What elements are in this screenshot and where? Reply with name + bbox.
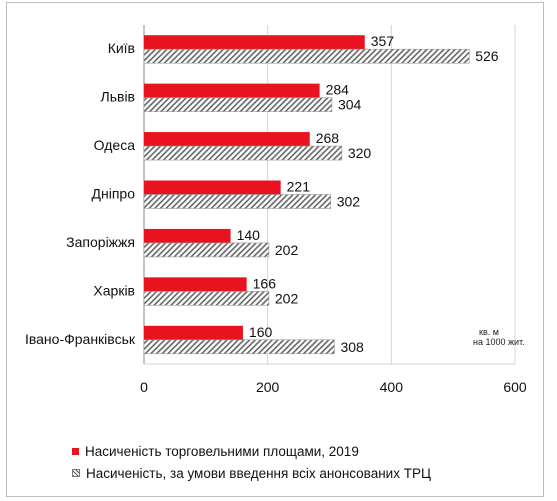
unit-line-1: кв. м xyxy=(479,327,499,337)
legend-label-series-1: Насиченість торговельними площами, 2019 xyxy=(85,443,359,459)
data-label-series-1-2: 268 xyxy=(316,130,340,146)
category-label-2: Одеса xyxy=(94,137,136,153)
chart-frame xyxy=(6,2,544,497)
data-label-series-1-6: 160 xyxy=(249,324,273,340)
legend-swatch-series-2 xyxy=(72,469,80,477)
data-label-series-1-3: 221 xyxy=(287,179,311,195)
x-tick-label-600: 600 xyxy=(503,379,527,395)
unit-line-2: на 1000 жит. xyxy=(473,337,525,347)
bar-series-2-5 xyxy=(143,291,270,306)
bar-series-2-3 xyxy=(143,194,332,209)
bar-series-2-2 xyxy=(143,145,343,161)
data-label-series-2-4: 202 xyxy=(275,242,299,258)
data-label-series-1-4: 140 xyxy=(237,227,261,243)
bar-series-1-3 xyxy=(144,180,281,195)
bar-series-1-4 xyxy=(144,228,231,243)
category-label-5: Харків xyxy=(93,282,135,298)
bar-series-2-0 xyxy=(143,48,470,64)
data-label-series-2-3: 302 xyxy=(337,194,361,210)
x-tick-label-400: 400 xyxy=(380,379,404,395)
data-label-series-1-5: 166 xyxy=(253,275,277,291)
bar-series-2-6 xyxy=(143,339,335,355)
bar-series-2-4 xyxy=(143,242,270,258)
legend-item-series-1: Насиченість торговельними площами, 2019 xyxy=(72,440,431,462)
bar-series-1-5 xyxy=(144,277,247,292)
data-label-series-2-6: 308 xyxy=(340,339,364,355)
legend-label-series-2: Насиченість, за умови введення всіх анон… xyxy=(86,465,431,481)
data-label-series-1-1: 284 xyxy=(326,82,350,98)
bar-series-1-0 xyxy=(144,35,365,50)
data-label-series-2-1: 304 xyxy=(338,97,362,113)
bar-chart: 3575262843042683202213021402021662021603… xyxy=(25,25,527,395)
legend-swatch-series-1 xyxy=(72,447,79,455)
data-label-series-2-2: 320 xyxy=(348,145,372,161)
legend-item-series-2: Насиченість, за умови введення всіх анон… xyxy=(72,462,431,484)
data-label-series-2-5: 202 xyxy=(275,290,299,306)
legend: Насиченість торговельними площами, 2019 … xyxy=(72,440,431,484)
bar-series-1-6 xyxy=(144,325,243,340)
data-label-series-2-0: 526 xyxy=(475,48,499,64)
x-tick-label-200: 200 xyxy=(256,379,280,395)
category-label-0: Київ xyxy=(108,40,135,56)
category-label-4: Запоріжжя xyxy=(66,234,135,250)
data-label-series-1-0: 357 xyxy=(371,33,395,49)
bar-series-2-1 xyxy=(143,97,333,112)
category-label-6: Івано-Франківськ xyxy=(25,331,136,347)
category-label-1: Львів xyxy=(101,89,135,105)
bar-series-1-2 xyxy=(144,132,310,147)
bar-series-1-1 xyxy=(144,83,320,98)
category-label-3: Дніпро xyxy=(92,186,136,202)
unit-label: кв. м на 1000 жит. xyxy=(473,327,525,347)
x-tick-label-0: 0 xyxy=(140,379,148,395)
